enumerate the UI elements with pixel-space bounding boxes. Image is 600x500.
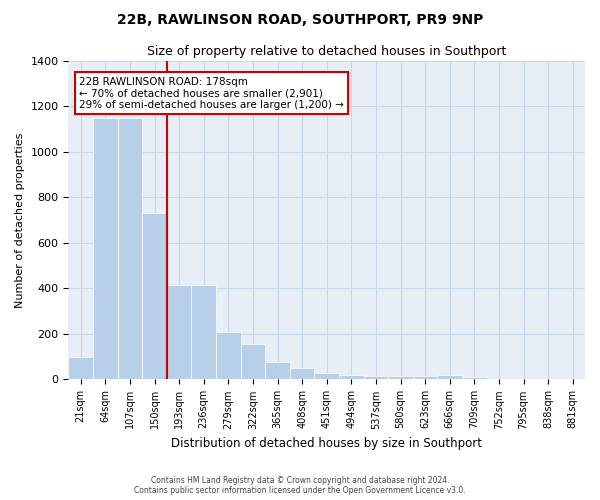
Title: Size of property relative to detached houses in Southport: Size of property relative to detached ho… [147,45,506,58]
Text: 22B, RAWLINSON ROAD, SOUTHPORT, PR9 9NP: 22B, RAWLINSON ROAD, SOUTHPORT, PR9 9NP [117,12,483,26]
Bar [191,285,216,380]
Bar [388,376,413,380]
Bar [241,344,265,380]
Bar [265,362,290,380]
Bar [437,375,462,380]
Text: 22B RAWLINSON ROAD: 178sqm
← 70% of detached houses are smaller (2,901)
29% of s: 22B RAWLINSON ROAD: 178sqm ← 70% of deta… [79,76,344,110]
X-axis label: Distribution of detached houses by size in Southport: Distribution of detached houses by size … [171,437,482,450]
Bar [462,377,487,380]
Bar [290,368,314,380]
Text: Contains HM Land Registry data © Crown copyright and database right 2024.
Contai: Contains HM Land Registry data © Crown c… [134,476,466,495]
Bar [118,118,142,380]
Bar [364,376,388,380]
Bar [413,376,437,380]
Bar [339,375,364,380]
Bar [314,372,339,380]
Bar [216,332,241,380]
Bar [487,379,511,380]
Bar [93,118,118,380]
Bar [68,356,93,380]
Bar [142,213,167,380]
Y-axis label: Number of detached properties: Number of detached properties [15,132,25,308]
Bar [167,285,191,380]
